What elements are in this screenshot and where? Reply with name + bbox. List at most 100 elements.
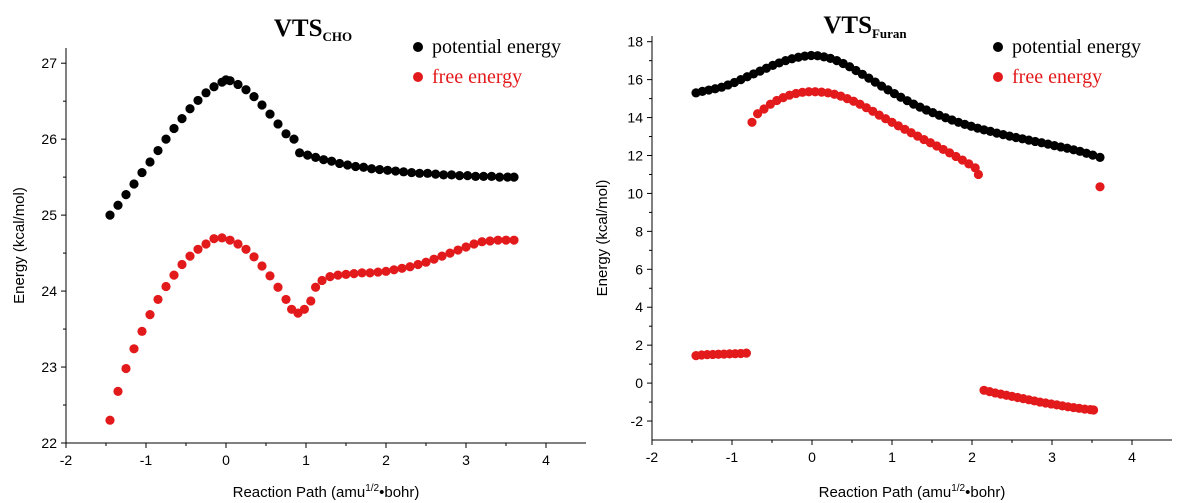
- data-point: [161, 134, 171, 144]
- data-point: [241, 85, 251, 95]
- data-point: [129, 179, 139, 189]
- y-tick-label: 6: [635, 261, 643, 277]
- data-point: [383, 165, 393, 175]
- data-point: [806, 50, 816, 61]
- data-point: [397, 263, 407, 273]
- y-tick-label: 27: [41, 55, 57, 71]
- data-point: [437, 251, 447, 261]
- data-point: [487, 171, 497, 181]
- data-point: [759, 104, 769, 114]
- data-point: [375, 164, 385, 175]
- x-tick-label: -2: [646, 449, 659, 465]
- data-point: [463, 171, 473, 181]
- data-point: [389, 265, 399, 275]
- y-tick-label: 0: [635, 375, 643, 391]
- data-point: [365, 268, 375, 278]
- y-tick-label: 22: [41, 435, 57, 451]
- data-point: [429, 254, 439, 264]
- data-point: [423, 168, 433, 178]
- data-point: [311, 282, 321, 292]
- y-tick-label: 4: [635, 299, 643, 315]
- chart-title: VTSFuran: [823, 12, 907, 41]
- data-point: [741, 348, 752, 358]
- data-point: [367, 164, 377, 174]
- data-point: [445, 248, 455, 258]
- y-tick-label: 16: [627, 72, 643, 88]
- data-point: [241, 244, 251, 254]
- data-point: [503, 172, 513, 182]
- data-point: [121, 190, 131, 200]
- data-point: [169, 123, 179, 134]
- data-point: [461, 242, 471, 252]
- data-point: [493, 235, 503, 245]
- data-point: [509, 172, 519, 182]
- data-point: [201, 88, 211, 98]
- x-tick-label: -2: [60, 452, 73, 468]
- data-point: [1095, 182, 1105, 192]
- data-point: [145, 310, 155, 320]
- x-tick-label: 4: [1128, 449, 1136, 465]
- y-tick-label: 8: [635, 223, 643, 239]
- data-point: [257, 100, 267, 110]
- data-point: [161, 281, 171, 292]
- data-point: [413, 259, 423, 270]
- data-point: [193, 95, 203, 106]
- data-point: [439, 170, 449, 180]
- data-point: [153, 145, 163, 156]
- data-point: [177, 259, 187, 270]
- x-tick-label: 1: [302, 452, 310, 468]
- data-point: [407, 167, 417, 178]
- data-point: [265, 109, 275, 119]
- data-point: [341, 269, 351, 279]
- data-point: [373, 267, 383, 277]
- data-point: [349, 269, 359, 279]
- data-point: [317, 275, 327, 286]
- data-point: [137, 326, 147, 336]
- data-point: [273, 282, 283, 292]
- legend-marker: [413, 72, 423, 82]
- data-point: [333, 270, 343, 280]
- data-point: [415, 168, 425, 178]
- data-point: [447, 170, 457, 180]
- series-potential-energy: [691, 50, 1105, 162]
- x-tick-label: 1: [888, 449, 896, 465]
- data-point: [351, 161, 361, 172]
- data-point: [185, 251, 195, 261]
- data-point: [469, 239, 479, 249]
- x-tick-label: 2: [968, 449, 976, 465]
- data-point: [306, 296, 316, 306]
- data-point: [485, 236, 495, 246]
- data-point: [225, 76, 235, 86]
- x-tick-label: -1: [726, 449, 739, 465]
- y-tick-label: 24: [41, 283, 57, 299]
- data-point: [455, 171, 465, 181]
- data-point: [233, 239, 243, 249]
- data-point: [973, 169, 984, 180]
- data-point: [169, 270, 179, 280]
- data-point: [177, 114, 187, 124]
- x-axis-label: Reaction Path (amu1/2•bohr): [233, 483, 420, 501]
- data-point: [209, 234, 219, 244]
- data-point: [193, 244, 203, 254]
- data-point: [1088, 150, 1098, 160]
- x-tick-label: 3: [1048, 449, 1056, 465]
- data-point: [381, 266, 391, 276]
- data-point: [209, 82, 219, 92]
- data-point: [295, 148, 305, 158]
- legend-label: free energy: [1012, 66, 1102, 88]
- legend-marker: [993, 72, 1003, 82]
- data-point: [289, 134, 299, 144]
- y-tick-label: 26: [41, 131, 57, 147]
- data-point: [319, 155, 329, 165]
- data-point: [105, 415, 115, 425]
- data-point: [249, 252, 259, 262]
- data-point: [257, 261, 267, 271]
- data-point: [113, 386, 123, 396]
- legend-label: potential energy: [432, 36, 561, 58]
- x-tick-label: 0: [222, 452, 230, 468]
- legend-label: potential energy: [1012, 36, 1141, 58]
- data-point: [281, 294, 291, 305]
- y-tick-label: 18: [627, 34, 643, 50]
- data-point: [343, 160, 353, 170]
